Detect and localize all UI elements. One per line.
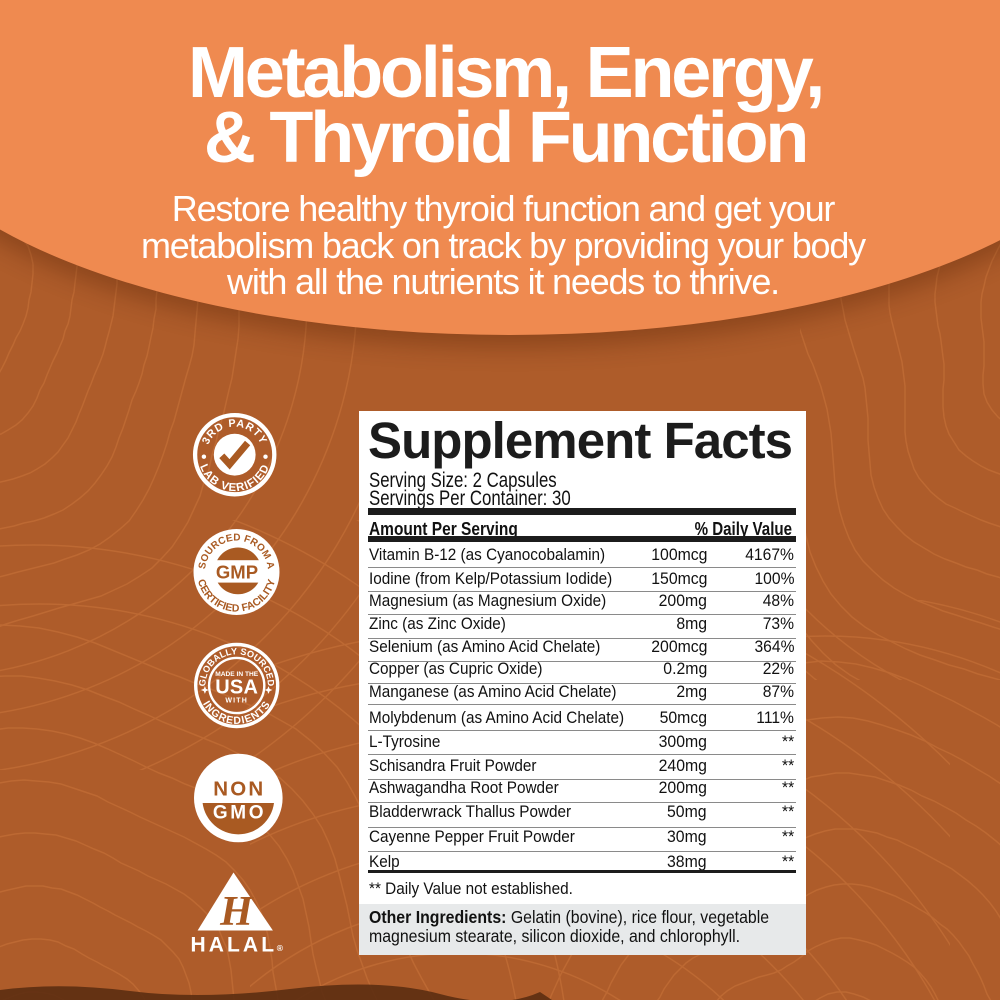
svg-text:H: H	[219, 889, 254, 935]
svg-text:HALAL: HALAL	[190, 933, 277, 956]
svg-text:WITH: WITH	[225, 698, 248, 705]
svg-text:®: ®	[277, 943, 284, 953]
svg-text:GMO: GMO	[213, 802, 266, 823]
svg-text:NON: NON	[213, 777, 265, 800]
svg-text:USA: USA	[215, 677, 258, 699]
svg-text:GMP: GMP	[216, 561, 258, 582]
svg-text:MADE IN THE: MADE IN THE	[215, 671, 258, 678]
